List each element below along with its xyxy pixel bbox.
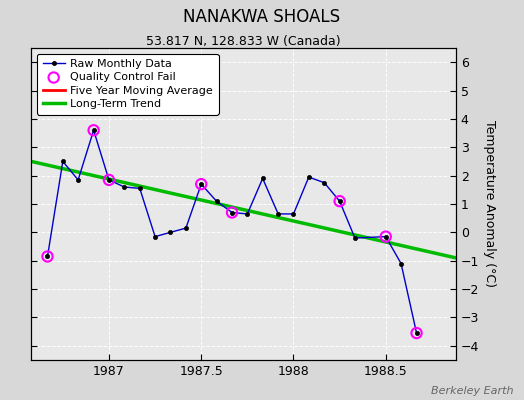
Raw Monthly Data <box>229 210 235 215</box>
Raw Monthly Data <box>383 234 389 239</box>
Raw Monthly Data <box>275 212 281 216</box>
Raw Monthly Data <box>137 186 143 191</box>
Quality Control Fail <box>90 127 98 134</box>
Raw Monthly Data <box>106 178 112 182</box>
Text: Berkeley Earth: Berkeley Earth <box>431 386 514 396</box>
Raw Monthly Data <box>398 261 404 266</box>
Raw Monthly Data <box>244 212 250 216</box>
Line: Raw Monthly Data: Raw Monthly Data <box>46 128 419 335</box>
Raw Monthly Data <box>167 230 173 235</box>
Raw Monthly Data <box>91 128 97 133</box>
Raw Monthly Data <box>352 236 358 240</box>
Raw Monthly Data <box>213 199 220 204</box>
Raw Monthly Data <box>259 176 266 181</box>
Raw Monthly Data <box>321 180 328 185</box>
Raw Monthly Data <box>75 178 81 182</box>
Raw Monthly Data <box>336 199 343 204</box>
Raw Monthly Data <box>290 212 297 216</box>
Raw Monthly Data <box>60 159 66 164</box>
Raw Monthly Data <box>198 182 204 186</box>
Raw Monthly Data <box>45 254 51 259</box>
Legend: Raw Monthly Data, Quality Control Fail, Five Year Moving Average, Long-Term Tren: Raw Monthly Data, Quality Control Fail, … <box>37 54 219 115</box>
Raw Monthly Data <box>121 184 127 189</box>
Raw Monthly Data <box>152 234 158 239</box>
Text: NANAKWA SHOALS: NANAKWA SHOALS <box>183 8 341 26</box>
Raw Monthly Data <box>183 226 189 230</box>
Raw Monthly Data <box>305 175 312 180</box>
Quality Control Fail <box>228 209 236 216</box>
Raw Monthly Data <box>413 331 420 336</box>
Quality Control Fail <box>105 177 113 183</box>
Quality Control Fail <box>197 181 205 187</box>
Quality Control Fail <box>412 330 421 336</box>
Quality Control Fail <box>335 198 344 204</box>
Quality Control Fail <box>381 234 390 240</box>
Title: 53.817 N, 128.833 W (Canada): 53.817 N, 128.833 W (Canada) <box>146 35 341 48</box>
Quality Control Fail <box>43 253 52 260</box>
Y-axis label: Temperature Anomaly (°C): Temperature Anomaly (°C) <box>483 120 496 288</box>
